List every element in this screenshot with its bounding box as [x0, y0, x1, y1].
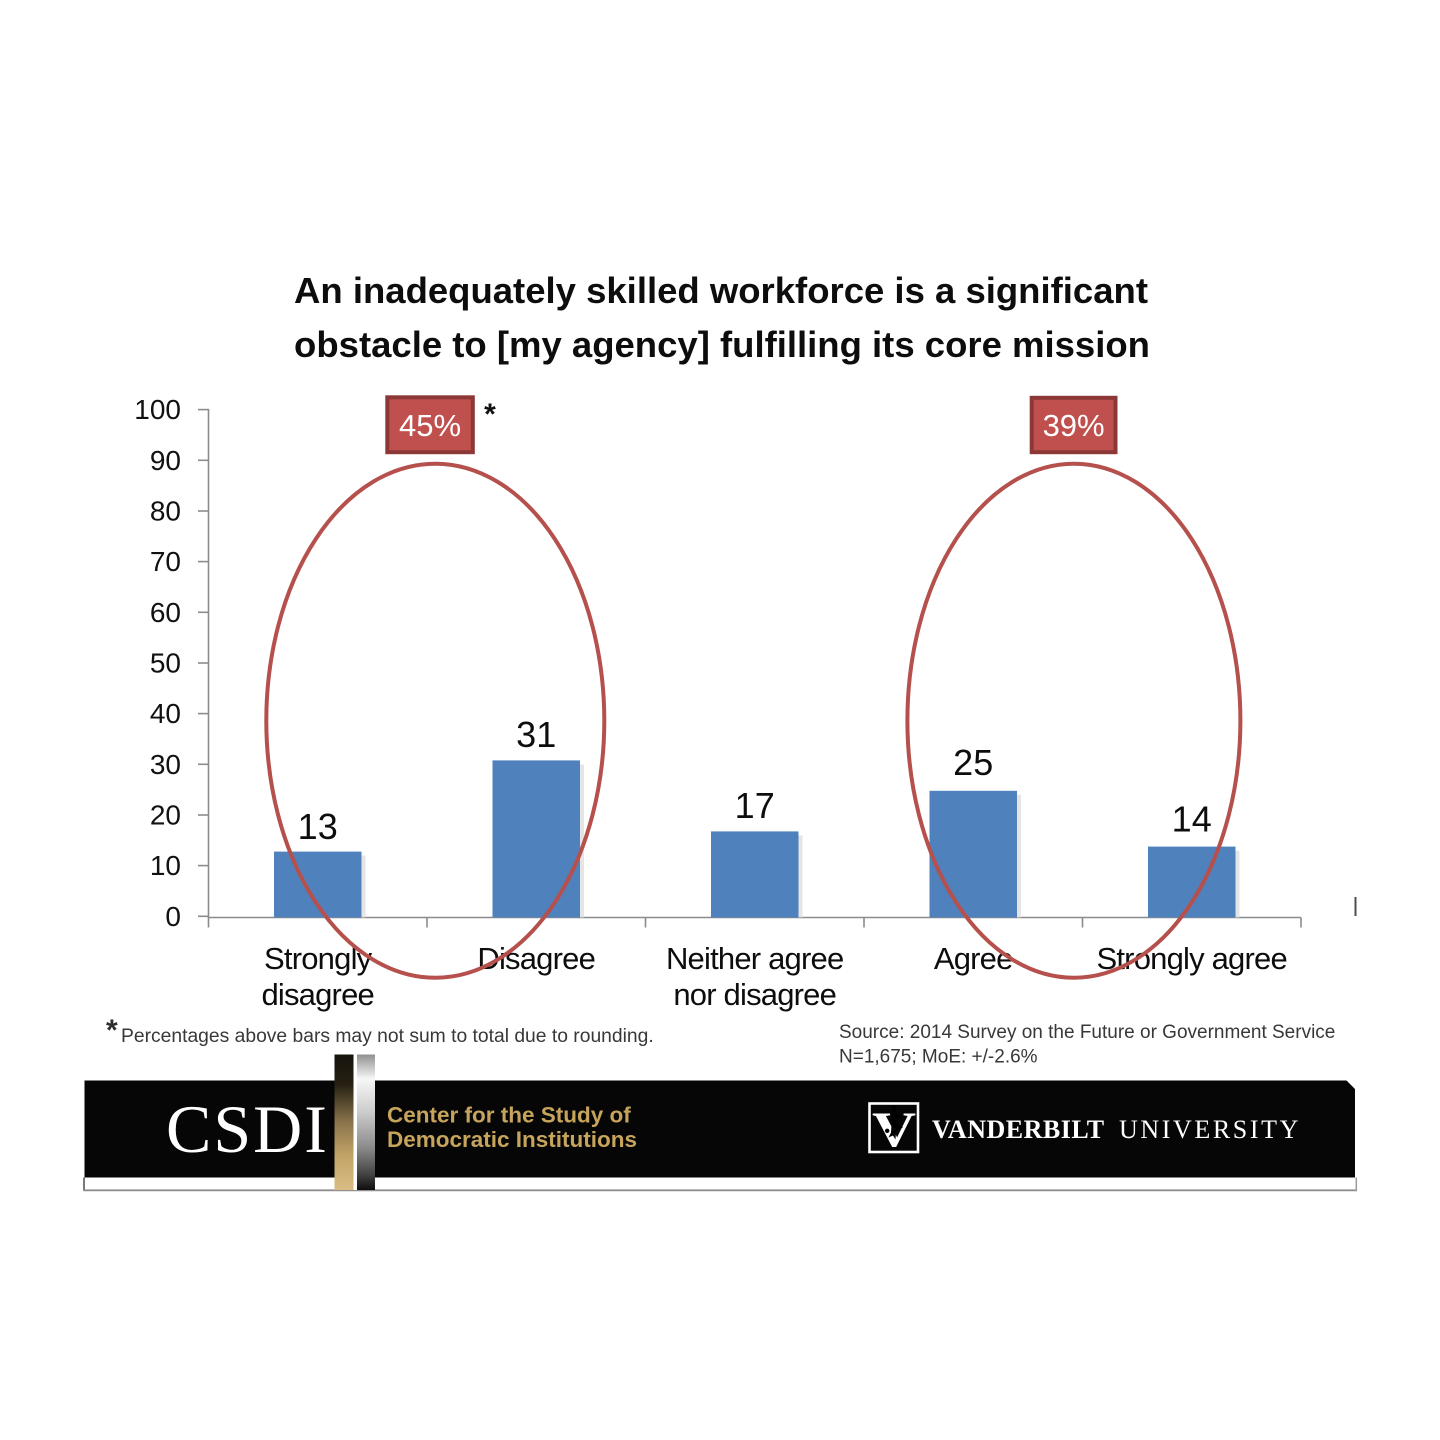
svg-text:Strongly agree: Strongly agree	[1096, 941, 1286, 976]
svg-text:60: 60	[150, 597, 181, 628]
svg-text:40: 40	[150, 698, 181, 729]
svg-text:An inadequately skilled workfo: An inadequately skilled workforce is a s…	[294, 270, 1148, 311]
svg-text:90: 90	[150, 445, 181, 476]
svg-text:Disagree: Disagree	[477, 941, 595, 976]
svg-text:13: 13	[298, 806, 338, 847]
svg-text:disagree: disagree	[261, 977, 374, 1012]
svg-text:Center for the Study of: Center for the Study of	[387, 1103, 631, 1128]
svg-text:31: 31	[516, 714, 556, 755]
svg-text:VANDERBILT: VANDERBILT	[932, 1115, 1105, 1144]
svg-text:CSDI: CSDI	[166, 1091, 329, 1167]
svg-text:Percentages above bars may not: Percentages above bars may not sum to to…	[121, 1026, 654, 1047]
svg-text:25: 25	[953, 742, 993, 783]
svg-text:14: 14	[1172, 799, 1212, 840]
svg-text:45%: 45%	[399, 408, 461, 443]
svg-text:70: 70	[150, 546, 181, 577]
svg-text:17: 17	[735, 785, 775, 826]
svg-text:100: 100	[134, 394, 181, 425]
svg-text:39%: 39%	[1043, 408, 1105, 443]
svg-text:20: 20	[150, 800, 181, 831]
svg-text:UNIVERSITY: UNIVERSITY	[1119, 1115, 1301, 1144]
svg-text:obstacle to [my agency] fulfil: obstacle to [my agency] fulfilling its c…	[294, 324, 1150, 365]
svg-text:30: 30	[150, 749, 181, 780]
svg-text:80: 80	[150, 496, 181, 527]
svg-text:Democratic Institutions: Democratic Institutions	[387, 1127, 637, 1152]
svg-text:*: *	[484, 398, 496, 431]
svg-text:Source: 2014 Survey on the Fut: Source: 2014 Survey on the Future or Gov…	[839, 1022, 1335, 1043]
svg-text:*: *	[106, 1014, 118, 1047]
svg-text:nor disagree: nor disagree	[673, 977, 836, 1012]
svg-text:Agree: Agree	[934, 941, 1013, 976]
svg-text:0: 0	[165, 901, 181, 932]
svg-text:Neither agree: Neither agree	[666, 941, 843, 976]
svg-text:N=1,675; MoE: +/-2.6%: N=1,675; MoE: +/-2.6%	[839, 1047, 1038, 1068]
svg-text:10: 10	[150, 850, 181, 881]
svg-text:50: 50	[150, 648, 181, 679]
